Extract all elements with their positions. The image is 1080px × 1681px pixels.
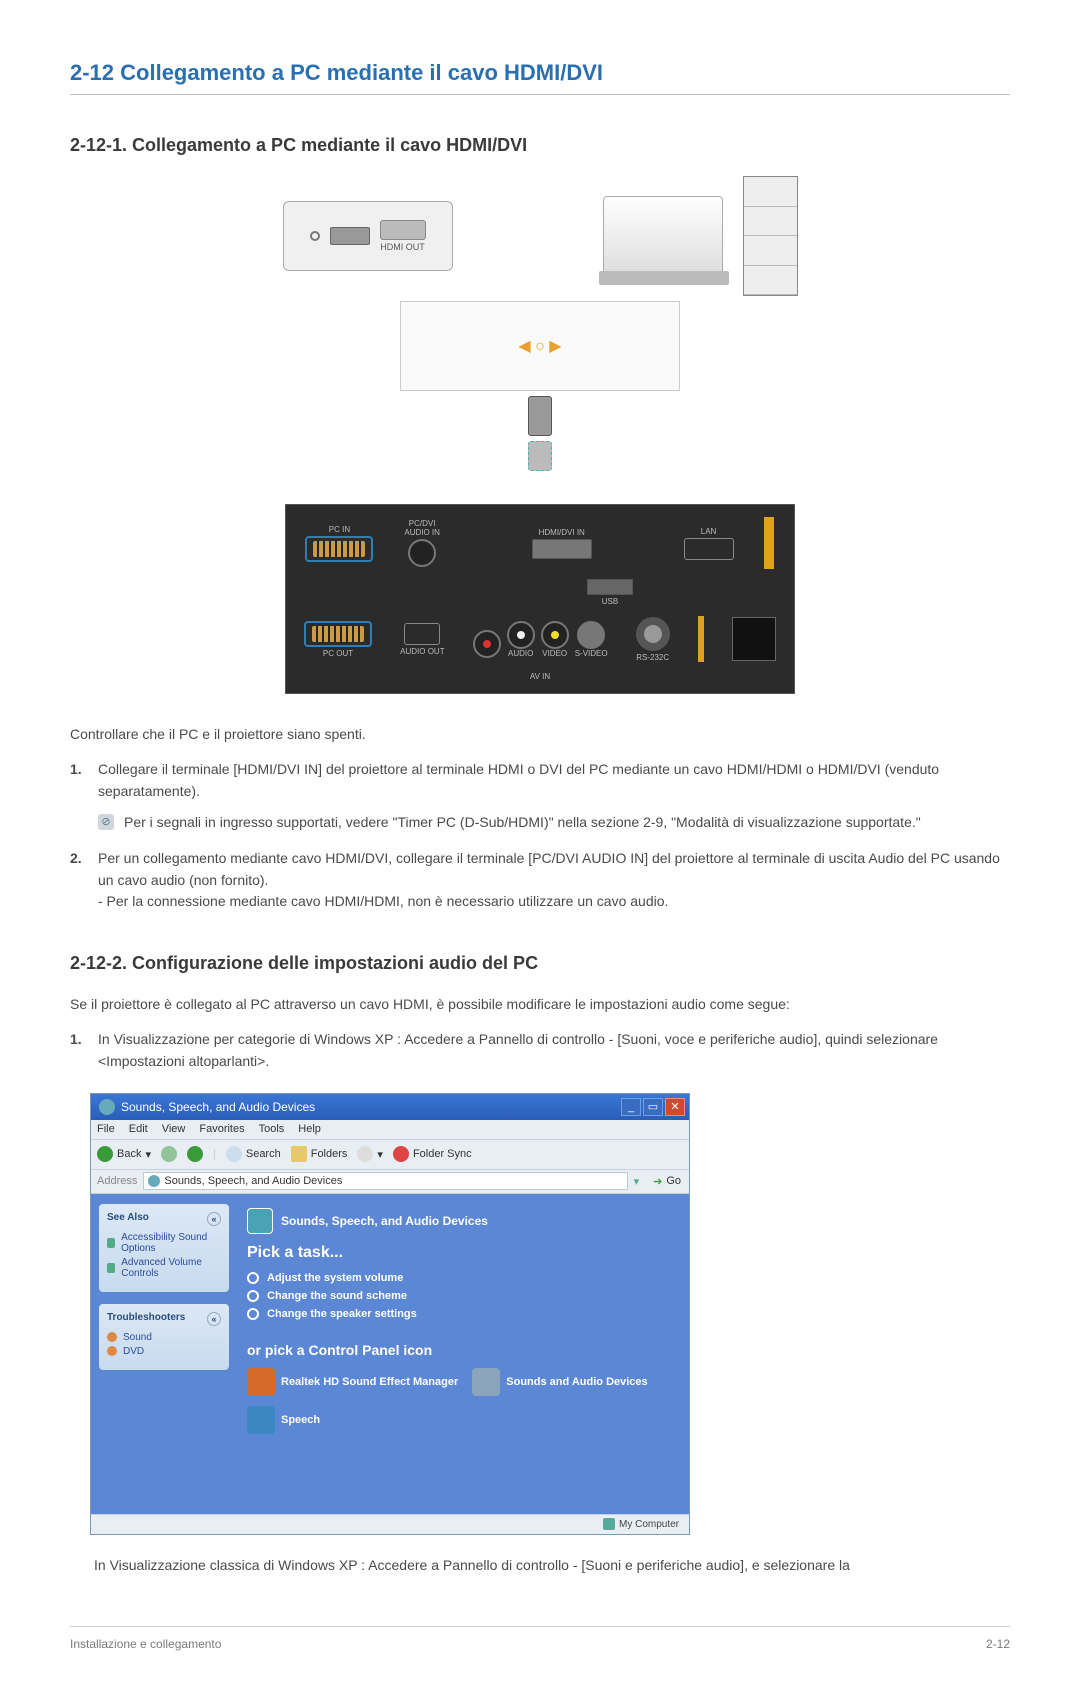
subtitle-1: 2-12-1. Collegamento a PC mediante il ca… [70,135,1010,156]
cp-realtek[interactable]: Realtek HD Sound Effect Manager [247,1368,458,1396]
connection-diagram: HDMI OUT ◀ ○ ▶ PC IN PC/DVI [70,176,1010,694]
xp-addressbar[interactable]: Address Sounds, Speech, and Audio Device… [91,1170,689,1194]
task-link[interactable]: Adjust the system volume [247,1272,679,1284]
sec2-intro: Se il proiettore è collegato al PC attra… [70,994,1010,1015]
go-button[interactable]: ➔Go [645,1172,689,1190]
cp-sounds[interactable]: Sounds and Audio Devices [472,1368,647,1396]
projector-rear-panel: PC IN PC/DVI AUDIO IN HDMI/DVI IN LAN [285,504,795,694]
forward-button[interactable] [161,1146,177,1162]
subtitle-2: 2-12-2. Configurazione delle impostazion… [70,953,1010,974]
projector-top: HDMI OUT [283,201,453,271]
back-button[interactable]: Back▾ [97,1146,151,1162]
category-icon [247,1208,273,1234]
sidebar-link[interactable]: Sound [107,1332,221,1343]
sidebar-link[interactable]: Accessibility Sound Options [107,1232,221,1254]
pick-a-task: Pick a task... [247,1244,679,1262]
step-1-note: ⊘ Per i segnali in ingresso supportati, … [98,812,1010,834]
see-also-box: See Also« Accessibility Sound Options Ad… [99,1204,229,1292]
main-title: 2-12 Collegamento a PC mediante il cavo … [70,60,1010,95]
windows-xp-screenshot: Sounds, Speech, and Audio Devices _ ▭ ✕ … [90,1093,690,1535]
xp-sidebar: See Also« Accessibility Sound Options Ad… [91,1194,237,1514]
step-2: 2. Per un collegamento mediante cavo HDM… [70,848,1010,913]
foldersync-button[interactable]: Folder Sync [393,1146,472,1162]
footer-left: Installazione e collegamento [70,1637,221,1651]
xp-statusbar: My Computer [91,1514,689,1534]
xp-toolbar[interactable]: Back▾ | Search Folders ▾ Folder Sync [91,1140,689,1170]
footer-right: 2-12 [986,1637,1010,1651]
collapse-icon[interactable]: « [207,1212,221,1226]
close-button[interactable]: ✕ [665,1098,685,1116]
step-1: 1. Collegare il terminale [HDMI/DVI IN] … [70,759,1010,834]
sec2-step-1: 1. In Visualizzazione per categorie di W… [70,1029,1010,1072]
troubleshooters-box: Troubleshooters« Sound DVD [99,1304,229,1370]
sidebar-link[interactable]: DVD [107,1346,221,1357]
minimize-button[interactable]: _ [621,1098,641,1116]
hdmi-connectors [510,396,570,496]
xp-menubar[interactable]: FileEditViewFavoritesToolsHelp [91,1120,689,1140]
task-link[interactable]: Change the sound scheme [247,1290,679,1302]
maximize-button[interactable]: ▭ [643,1098,663,1116]
cp-speech[interactable]: Speech [247,1406,320,1434]
power-port [732,617,776,661]
cable-diagram: ◀ ○ ▶ [400,301,680,391]
sec2-after-text: In Visualizzazione classica di Windows X… [94,1555,1010,1576]
hdmi-out-label: HDMI OUT [380,242,425,252]
folders-button[interactable]: Folders [291,1146,348,1162]
task-link[interactable]: Change the speaker settings [247,1308,679,1320]
or-pick-heading: or pick a Control Panel icon [247,1342,679,1358]
xp-titlebar: Sounds, Speech, and Audio Devices _ ▭ ✕ [91,1094,689,1120]
up-button[interactable] [187,1146,203,1162]
intro-text: Controllare che il PC e il proiettore si… [70,724,1010,745]
info-icon: ⊘ [98,814,114,830]
xp-main-panel: Sounds, Speech, and Audio Devices Pick a… [237,1194,689,1514]
side-ports [764,517,774,569]
pc-tower-icon [743,176,798,296]
sidebar-link[interactable]: Advanced Volume Controls [107,1257,221,1279]
collapse-icon[interactable]: « [207,1312,221,1326]
search-button[interactable]: Search [226,1146,281,1162]
laptop-icon [603,196,723,276]
page-footer: Installazione e collegamento 2-12 [70,1626,1010,1651]
